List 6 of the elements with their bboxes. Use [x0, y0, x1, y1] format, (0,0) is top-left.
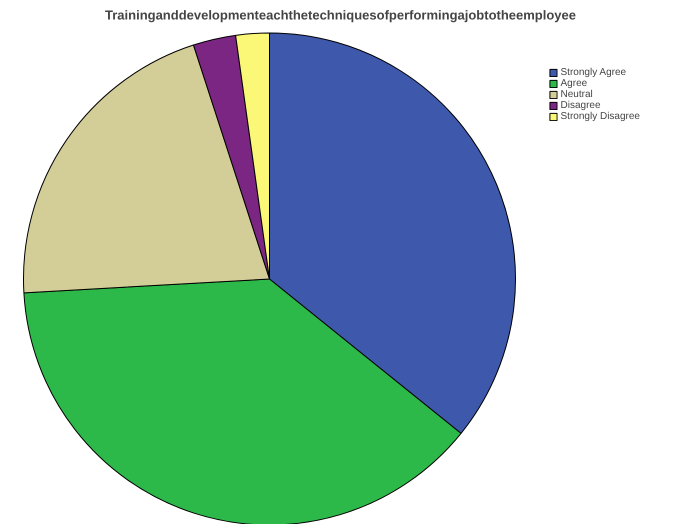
legend-label: Strongly Agree [560, 67, 626, 78]
legend-label: Disagree [560, 100, 601, 111]
legend-label: Neutral [560, 89, 593, 100]
chart-title: Traininganddevelopmenteachthetechniquesofperformingajobtotheemployee [105, 8, 576, 22]
legend-label: Strongly Disagree [560, 111, 640, 122]
legend-label: Agree [560, 78, 588, 89]
